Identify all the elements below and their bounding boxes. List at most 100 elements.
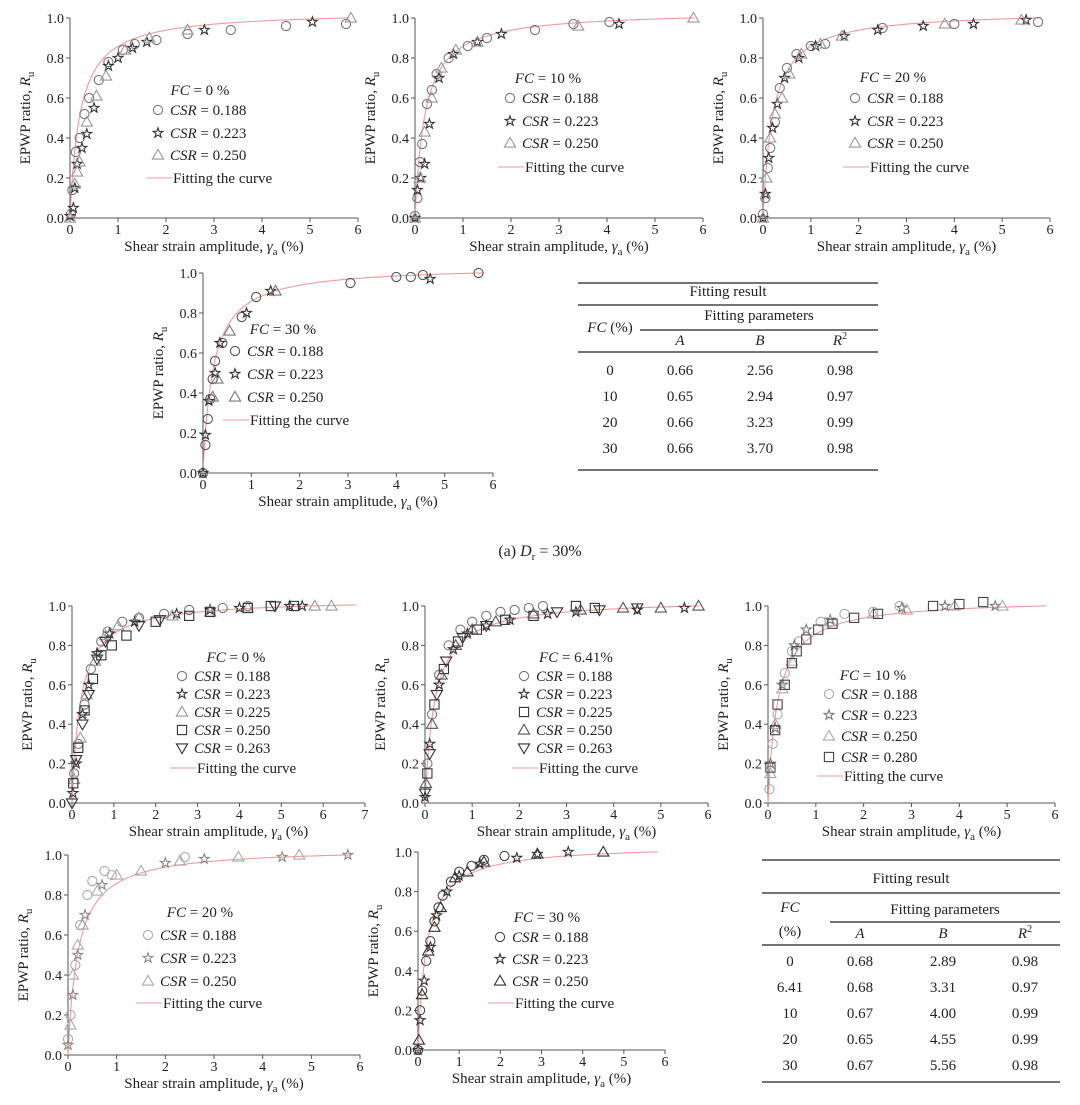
data-point-square [786,657,798,669]
data-point-circle [1032,16,1044,28]
data-point-star [762,151,776,164]
data-point-star [140,35,154,48]
legend-label: CSR = 0.188 [512,930,588,946]
table-cell: 30 [603,441,618,457]
data-point-star [68,181,82,194]
data-point-triangle [173,854,187,866]
table-column-header: A [674,333,685,349]
table-row: 30 0.67 5.56 0.98 [783,1058,1039,1074]
x-tick-label: 6 [355,223,362,238]
table-column-header: B [755,333,764,349]
data-point-square [848,612,860,623]
legend-fit-label: Fitting the curve [844,769,943,785]
x-axis-label: Shear strain amplitude, γa (%) [817,239,997,258]
table-cell: 30 [783,1058,798,1074]
legend-label: CSR = 0.250 [841,729,917,745]
data-point-triangle [823,615,837,627]
legend-marker-triangle [228,390,242,402]
data-point-star [510,850,524,864]
legend-label: CSR = 0.188 [536,669,612,685]
x-axis-label: Shear strain amplitude, γa (%) [477,824,657,843]
legend-marker-circle [152,104,164,116]
legend-label: CSR = 0.223 [194,687,270,703]
legend-label: CSR = 0.250 [194,723,270,739]
data-point-circle [425,935,436,947]
data-point-square [813,624,824,635]
data-point-star [418,157,432,170]
y-tick-label: 0.0 [745,797,763,812]
data-point-circle [345,277,356,289]
y-tick-label: 0.8 [47,52,65,67]
x-axis-label: Shear strain amplitude, γa (%) [469,239,649,258]
data-point-star [988,599,1002,612]
x-tick-label: 6 [357,1060,364,1075]
data-point-triangle [686,11,700,23]
x-tick-label: 0 [422,808,429,823]
x-tick-label: 1 [456,1055,463,1070]
legend-fit-label: Fitting the curve [539,761,638,777]
chart-panel: 0 1 2 3 4 5 6 0.0 0.2 0.4 0.6 0.8 1.0 Shear strain am… [151,267,497,513]
data-point-star [408,211,422,224]
data-point-down-triangle [418,788,432,800]
x-tick-label: 5 [999,223,1006,238]
x-tick-label: 3 [908,808,915,823]
y-tick-label: 0.4 [49,718,67,733]
table-cell: 20 [783,1032,798,1048]
data-point-circle [877,22,888,34]
data-point-triangle [763,131,777,143]
x-tick-label: 2 [162,1060,169,1075]
data-point-square [772,699,783,710]
x-axis-label: Shear strain amplitude, γa (%) [258,494,438,513]
legend-marker-star [151,126,165,139]
x-tick-label: 0 [760,223,767,238]
data-point-star [305,15,319,28]
data-point-circle [251,291,262,303]
data-point-star [413,1013,427,1026]
legend-marker-down-triangle [175,743,189,755]
y-tick-label: 0.4 [45,969,63,984]
data-point-star [75,141,89,154]
data-point-star [432,677,446,691]
legend-marker-star [822,708,836,721]
data-point-triangle [408,211,422,223]
data-point-down-triangle [75,719,90,731]
series-star [63,15,319,222]
data-point-triangle [900,603,914,615]
data-point-star [837,29,851,42]
x-tick-label: 3 [538,1055,545,1070]
data-point-star [758,187,772,200]
legend-marker-circle [849,92,861,104]
x-tick-label: 5 [652,223,659,238]
legend-marker-triangle [503,136,517,148]
data-point-star [966,17,981,30]
y-tick-label: 0.6 [745,679,763,694]
legend-title: FC = 0 % [170,83,230,99]
table-cell: 0.65 [847,1032,873,1048]
data-point-star [196,466,210,479]
data-point-down-triangle [132,621,146,633]
data-point-star [202,394,216,407]
legend-marker-circle [504,92,516,104]
legend-fit-label: Fitting the curve [163,996,262,1012]
y-tick-label: 1.0 [402,600,420,615]
x-tick-label: 4 [951,223,958,238]
data-point-circle [417,269,429,281]
table-cell: 0.67 [847,1006,874,1022]
legend-label: CSR = 0.250 [170,148,246,164]
data-point-circle [179,851,190,863]
data-point-circle [774,82,785,94]
y-axis-label: EPWP ratio, Ru [18,71,37,164]
y-tick-label: 0.0 [47,212,65,227]
fitting-curve [414,17,695,218]
series-triangle [756,13,1028,223]
x-tick-label: 2 [163,223,170,238]
data-point-down-triangle [268,601,282,613]
data-point-triangle [530,847,544,859]
legend-title: FC = 30 % [249,322,316,338]
data-point-square [954,598,965,610]
data-point-star [203,602,217,616]
legend: FC = 30 % CSR = 0.188 CSR = 0.223 CSR = 0.2… [223,322,349,429]
y-tick-label: 0.8 [740,52,758,67]
y-tick-label: 0.6 [392,92,410,107]
table-cell: 3.31 [930,980,956,996]
